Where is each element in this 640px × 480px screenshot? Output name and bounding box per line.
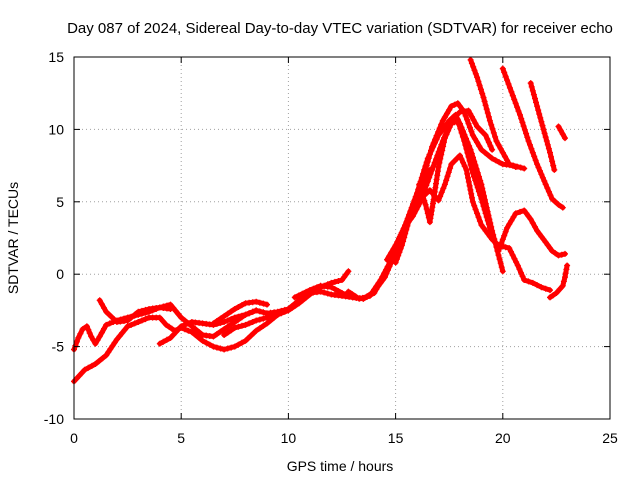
axis-ticks: 0 5 10 15 20 25 -10 -5 0 5 10 15 [44,49,618,446]
series-sat-14 [527,80,558,173]
series-sat-4 [156,111,506,347]
series-markers [221,311,281,338]
series-sat-12 [467,56,519,170]
y-tick-label: 10 [48,121,64,137]
series-markers [499,65,566,211]
chart-title: Day 087 of 2024, Sidereal Day-to-day VTE… [67,20,613,37]
y-tick-label: 15 [48,49,64,65]
y-axis-label: SDTVAR / TECUs [5,182,21,294]
series-sat-7 [291,166,433,302]
y-tick-label: 5 [56,194,64,210]
series-sat-15 [555,123,568,142]
x-tick-label: 25 [602,430,618,446]
x-tick-label: 0 [70,430,78,446]
grid-lines [74,57,610,419]
x-axis-label: GPS time / hours [287,458,394,474]
series-sat-5 [210,298,270,327]
series-sat-16 [547,262,571,301]
series-markers [291,166,433,302]
data-series [71,56,571,385]
series-line [292,167,433,302]
x-tick-label: 15 [388,430,404,446]
y-tick-label: -5 [52,339,65,355]
y-tick-label: -10 [44,411,64,427]
x-tick-label: 20 [495,430,511,446]
series-markers [210,298,270,327]
series-line [157,112,506,347]
y-tick-label: 0 [56,266,64,282]
plot-frame [73,56,611,420]
series-sat-11 [416,117,568,259]
series-sat-3 [96,297,174,325]
series-sat-6 [221,311,281,338]
series-sat-10 [384,152,553,294]
series-markers [527,80,558,173]
x-tick-label: 10 [281,430,297,446]
series-line [556,124,568,141]
series-markers [547,262,571,301]
series-markers [416,117,568,259]
series-markers [467,56,519,170]
series-sat-13 [499,65,566,211]
series-markers [156,111,506,347]
series-markers [96,297,174,325]
series-markers [555,123,568,142]
x-tick-label: 5 [177,430,185,446]
